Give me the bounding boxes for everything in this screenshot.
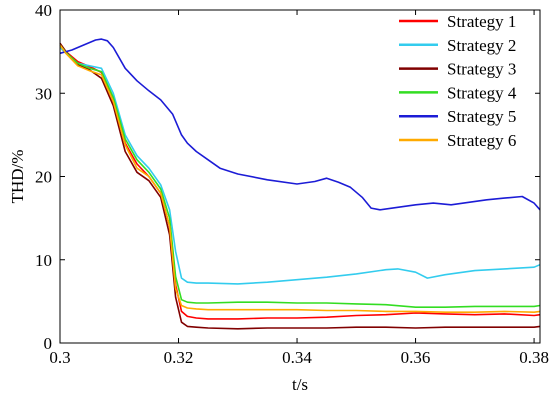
series-layer xyxy=(59,38,541,330)
x-tick-label: 0.38 xyxy=(519,348,549,367)
y-axis-title: THD/% xyxy=(8,150,27,204)
legend-label: Strategy 1 xyxy=(447,12,516,31)
x-tick-label: 0.3 xyxy=(49,348,70,367)
legend-label: Strategy 6 xyxy=(447,131,516,150)
y-tick-label: 30 xyxy=(35,84,52,103)
series-line-2 xyxy=(59,46,541,285)
series-line-4 xyxy=(59,44,541,309)
series-line-6 xyxy=(59,44,541,314)
y-tick-label: 10 xyxy=(35,251,52,270)
legend: Strategy 1 Strategy 2 Strategy 3 Strategy 4… xyxy=(399,12,517,150)
legend-label: Strategy 4 xyxy=(447,83,517,102)
x-tick-label: 0.32 xyxy=(164,348,194,367)
series-line-5 xyxy=(59,38,541,211)
series-line-3 xyxy=(59,42,541,330)
legend-label: Strategy 3 xyxy=(447,60,516,79)
y-tick-label: 0 xyxy=(44,334,53,353)
x-tick-label: 0.36 xyxy=(401,348,431,367)
x-tick-label: 0.34 xyxy=(282,348,312,367)
y-tick-label: 40 xyxy=(35,1,52,20)
legend-label: Strategy 5 xyxy=(447,107,516,126)
ticks-layer: 0.3 0.32 0.34 0.36 0.38 0 10 20 30 40 xyxy=(35,1,549,367)
y-tick-label: 20 xyxy=(35,168,52,187)
legend-label: Strategy 2 xyxy=(447,36,516,55)
x-axis-title: t/s xyxy=(292,375,308,394)
